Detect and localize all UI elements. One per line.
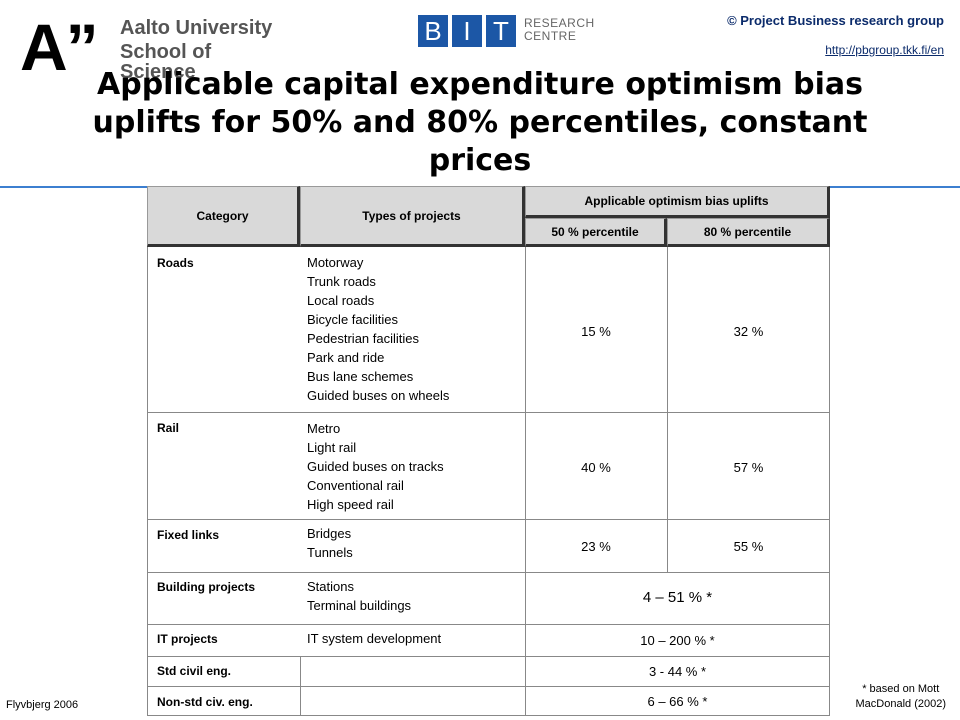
grid-left	[147, 247, 148, 716]
row-roads-types: Motorway Trunk roads Local roads Bicycle…	[307, 253, 449, 405]
row-building-types: Stations Terminal buildings	[307, 577, 411, 615]
grid-bottom	[147, 715, 830, 716]
header-category: Category	[147, 186, 300, 247]
bit-letter-t: T	[486, 15, 516, 47]
row-building-range: 4 – 51 % *	[642, 589, 713, 606]
row-building-category: Building projects	[157, 580, 256, 594]
footnote: * based on Mott MacDonald (2002)	[856, 682, 947, 712]
row-std-civil-category: Std civil eng.	[157, 664, 232, 678]
header-uplifts: Applicable optimism bias uplifts	[525, 186, 830, 218]
row-roads-category: Roads	[157, 256, 194, 270]
grid-row-3	[147, 572, 830, 573]
type-item: Conventional rail	[307, 478, 404, 493]
type-item: Bicycle facilities	[307, 312, 399, 327]
grid-row-2	[147, 519, 830, 520]
grid-row-5	[147, 656, 830, 657]
footnote-line1: * based on Mott	[862, 683, 940, 695]
bit-letter-i: I	[452, 15, 482, 47]
row-rail-category: Rail	[157, 421, 180, 435]
type-item: Park and ride	[307, 350, 385, 365]
row-roads-p80: 32 %	[733, 324, 764, 339]
row-non-std-civil-range: 6 – 66 % *	[647, 694, 708, 709]
type-item: Light rail	[307, 440, 357, 455]
page-title: Applicable capital expenditure optimism …	[92, 67, 868, 178]
type-item: Motorway	[307, 255, 364, 270]
grid-right	[829, 247, 830, 716]
aalto-logo: A” Aalto University School of Science	[20, 14, 290, 82]
type-item: Guided buses on tracks	[307, 459, 444, 474]
research-group-label: © Project Business research group	[727, 13, 944, 28]
header-p50: 50 % percentile	[525, 218, 667, 247]
type-item: IT system development	[307, 631, 442, 646]
type-item: Metro	[307, 421, 341, 436]
type-item: Pedestrian facilities	[307, 331, 419, 346]
aalto-logo-line1: Aalto University	[120, 17, 273, 39]
row-fixed-links-p80: 55 %	[733, 539, 764, 554]
type-item: Guided buses on wheels	[307, 388, 450, 403]
row-std-civil-range: 3 - 44 % *	[648, 664, 707, 679]
bit-tagline-line1: RESEARCH	[524, 16, 595, 30]
grid-col-types	[525, 247, 526, 716]
type-item: High speed rail	[307, 497, 394, 512]
aalto-logo-line2: School of Science	[120, 41, 212, 83]
source-citation: Flyvbjerg 2006	[6, 699, 79, 711]
grid-row-4	[147, 624, 830, 625]
row-it-range: 10 – 200 % *	[640, 633, 715, 648]
header-p80: 80 % percentile	[667, 218, 830, 247]
grid-row-1	[147, 412, 830, 413]
bit-tagline: RESEARCH CENTRE	[524, 17, 604, 43]
row-fixed-links-p50: 23 %	[581, 539, 611, 554]
footnote-line2: MacDonald (2002)	[855, 698, 947, 710]
bit-tagline-line2: CENTRE	[524, 29, 577, 43]
research-group-link[interactable]: http://pbgroup.tkk.fi/en	[825, 43, 944, 57]
grid-col-p50	[667, 247, 668, 572]
row-fixed-links-category: Fixed links	[157, 528, 220, 542]
bit-letter-b: B	[418, 15, 448, 47]
type-item: Local roads	[307, 293, 375, 308]
type-item: Terminal buildings	[307, 598, 412, 613]
row-roads-p50: 15 %	[581, 324, 611, 339]
aalto-logo-mark: A”	[20, 10, 99, 84]
header-types: Types of projects	[300, 186, 525, 247]
bit-research-centre-logo: B I T RESEARCH CENTRE	[418, 15, 618, 49]
row-rail-p50: 40 %	[581, 460, 611, 475]
row-rail-types: Metro Light rail Guided buses on tracks …	[307, 419, 444, 514]
row-fixed-links-types: Bridges Tunnels	[307, 524, 353, 562]
type-item: Bus lane schemes	[307, 369, 414, 384]
optimism-bias-table: Category Types of projects Applicable op…	[147, 186, 830, 716]
type-item: Trunk roads	[307, 274, 376, 289]
row-non-std-civil-category: Non-std civ. eng.	[157, 695, 253, 709]
row-rail-p80: 57 %	[733, 460, 764, 475]
row-it-category: IT projects	[157, 632, 218, 646]
type-item: Tunnels	[307, 545, 353, 560]
grid-row-6	[147, 686, 830, 687]
type-item: Stations	[307, 579, 354, 594]
row-it-types: IT system development	[307, 629, 441, 648]
type-item: Bridges	[307, 526, 352, 541]
